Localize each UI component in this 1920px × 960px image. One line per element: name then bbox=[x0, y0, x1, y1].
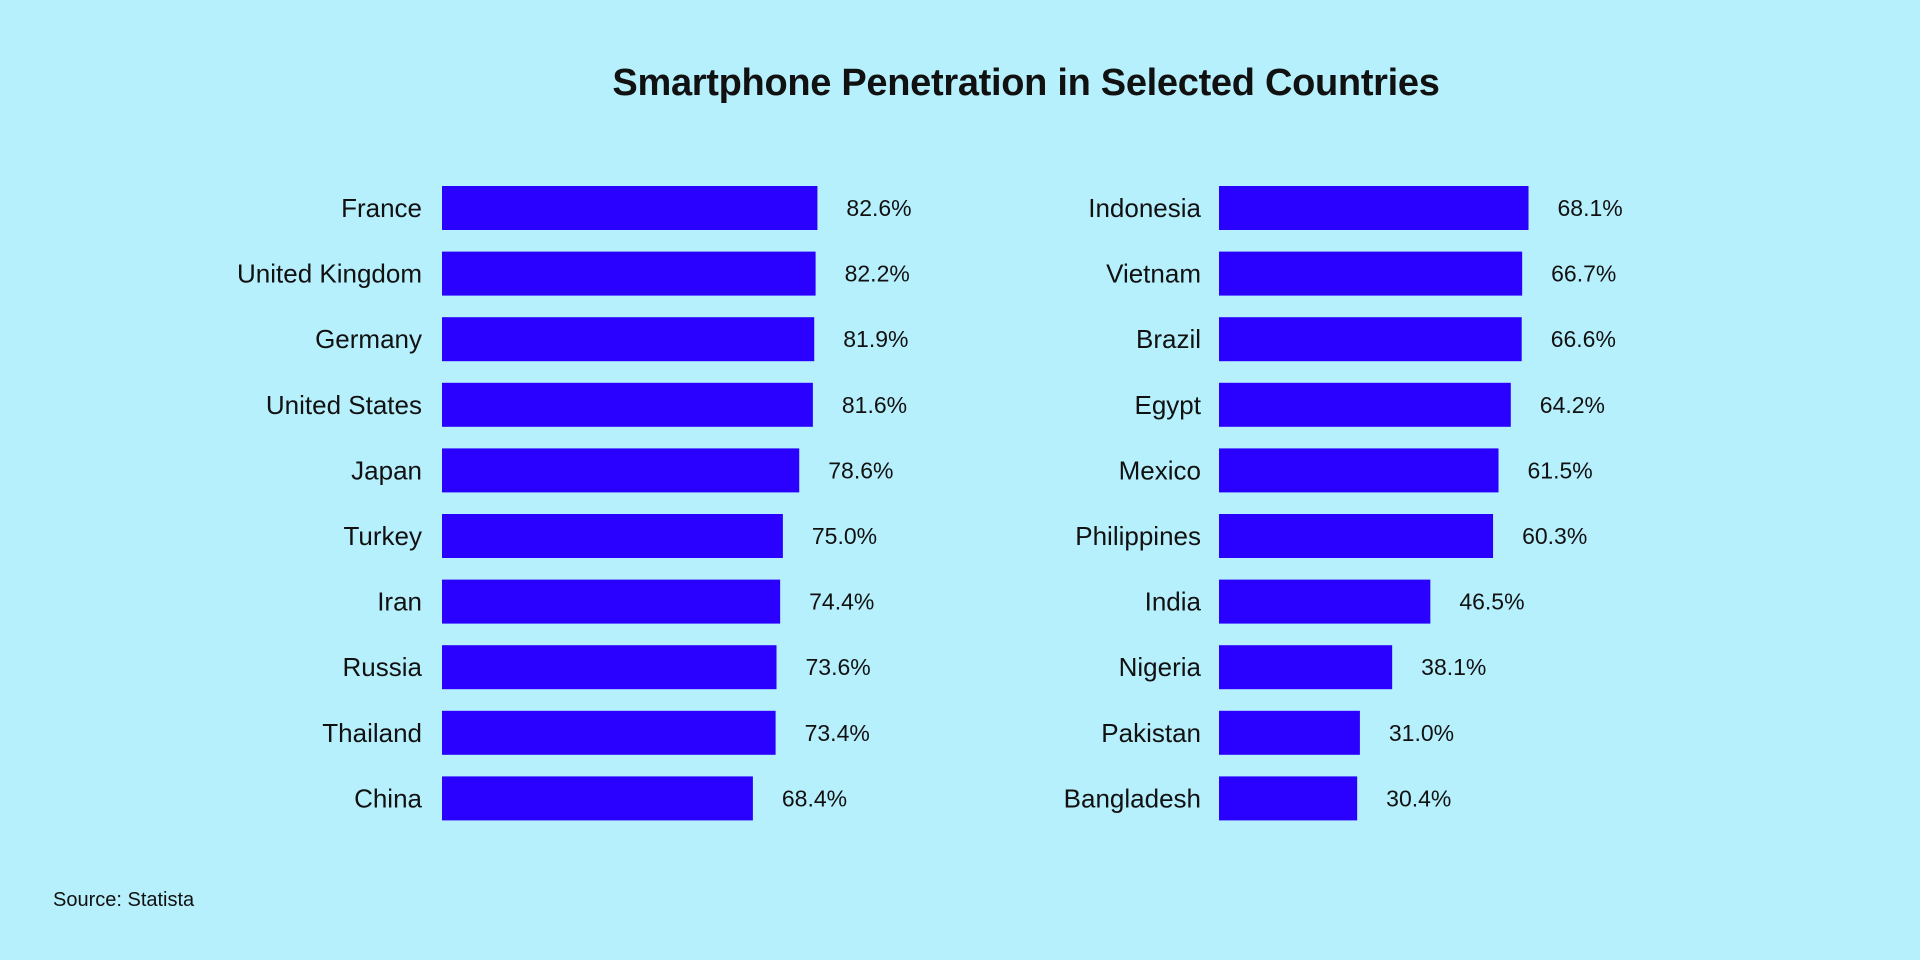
value-label: 68.1% bbox=[1558, 195, 1623, 221]
value-label: 60.3% bbox=[1522, 523, 1587, 549]
category-label: United States bbox=[266, 390, 422, 420]
value-label: 75.0% bbox=[812, 523, 877, 549]
bar bbox=[442, 514, 783, 558]
source-note: Source: Statista bbox=[53, 889, 195, 911]
category-label: Vietnam bbox=[1106, 259, 1201, 289]
value-label: 68.4% bbox=[782, 785, 847, 811]
category-label: India bbox=[1145, 587, 1202, 617]
left-bar-chart: France 82.6% United Kingdom 82.2% Germany 81.… bbox=[237, 186, 912, 821]
value-label: 81.9% bbox=[843, 326, 908, 352]
bar bbox=[442, 186, 818, 230]
value-label: 66.6% bbox=[1551, 326, 1616, 352]
category-label: Mexico bbox=[1119, 455, 1201, 485]
bar bbox=[1219, 382, 1511, 427]
category-label: China bbox=[354, 783, 422, 813]
category-label: Brazil bbox=[1136, 324, 1201, 354]
category-label: Russia bbox=[343, 652, 423, 682]
value-label: 30.4% bbox=[1386, 785, 1451, 811]
category-label: Nigeria bbox=[1119, 652, 1202, 682]
bar bbox=[1219, 645, 1393, 690]
bar bbox=[1219, 710, 1360, 755]
value-label: 64.2% bbox=[1540, 392, 1605, 418]
category-label: Iran bbox=[377, 587, 422, 617]
value-label: 46.5% bbox=[1459, 589, 1524, 615]
value-label: 73.4% bbox=[805, 720, 870, 746]
bar bbox=[1219, 317, 1522, 362]
value-label: 61.5% bbox=[1528, 457, 1593, 483]
category-label: Egypt bbox=[1135, 390, 1202, 420]
bar bbox=[442, 382, 813, 427]
right-bar-chart: Indonesia 68.1% Vietnam 66.7% Brazil 66.6% Egy… bbox=[1064, 186, 1623, 821]
value-label: 66.7% bbox=[1551, 261, 1616, 287]
bar bbox=[1219, 776, 1358, 821]
category-label: Turkey bbox=[344, 521, 423, 551]
value-label: 78.6% bbox=[828, 457, 893, 483]
bar bbox=[1219, 186, 1529, 230]
value-label: 82.2% bbox=[845, 261, 910, 287]
category-label: Indonesia bbox=[1088, 193, 1201, 223]
bar bbox=[442, 251, 816, 296]
value-label: 38.1% bbox=[1421, 654, 1486, 680]
value-label: 82.6% bbox=[846, 195, 911, 221]
bar bbox=[1219, 579, 1431, 624]
chart-title: Smartphone Penetration in Selected Count… bbox=[612, 62, 1440, 104]
category-label: Germany bbox=[315, 324, 422, 354]
value-label: 81.6% bbox=[842, 392, 907, 418]
category-label: France bbox=[341, 193, 422, 223]
bar bbox=[442, 710, 776, 755]
category-label: United Kingdom bbox=[237, 259, 422, 289]
category-label: Bangladesh bbox=[1064, 783, 1201, 813]
bar bbox=[442, 579, 781, 624]
category-label: Philippines bbox=[1075, 521, 1201, 551]
category-label: Thailand bbox=[322, 718, 422, 748]
value-label: 31.0% bbox=[1389, 720, 1454, 746]
bar bbox=[1219, 251, 1523, 296]
bar bbox=[442, 645, 777, 690]
category-label: Japan bbox=[351, 455, 422, 485]
value-label: 73.6% bbox=[806, 654, 871, 680]
bar bbox=[1219, 448, 1499, 493]
value-label: 74.4% bbox=[809, 589, 874, 615]
bar bbox=[442, 317, 815, 362]
category-label: Pakistan bbox=[1101, 718, 1201, 748]
bar bbox=[442, 448, 800, 493]
bar bbox=[442, 776, 753, 821]
bar bbox=[1219, 514, 1494, 558]
